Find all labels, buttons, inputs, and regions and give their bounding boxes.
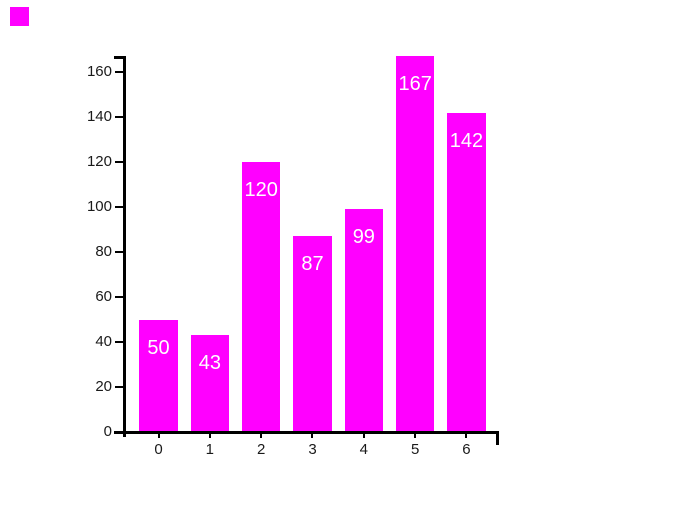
x-tick-label: 0 xyxy=(154,441,163,458)
y-axis-top-cap xyxy=(114,56,126,59)
y-tick xyxy=(115,296,123,298)
y-tick-label: 140 xyxy=(86,108,112,125)
y-tick xyxy=(115,431,123,433)
x-tick-label: 3 xyxy=(308,441,317,458)
y-tick-label: 20 xyxy=(95,378,112,395)
x-tick-label: 1 xyxy=(205,441,214,458)
bar: 120 xyxy=(241,162,281,431)
bar-value-label: 167 xyxy=(398,73,432,96)
y-tick xyxy=(115,341,123,343)
y-tick xyxy=(115,251,123,253)
bar: 99 xyxy=(344,209,384,431)
x-tick xyxy=(260,432,263,438)
x-tick xyxy=(362,432,365,438)
x-tick-label: 6 xyxy=(462,441,471,458)
bar-value-label: 99 xyxy=(352,226,375,249)
y-tick xyxy=(115,71,123,73)
bar: 50 xyxy=(139,319,178,431)
x-tick xyxy=(208,432,211,438)
y-tick xyxy=(115,161,123,163)
y-tick xyxy=(115,386,123,388)
bar-value-label: 87 xyxy=(301,253,324,276)
y-axis-line xyxy=(123,56,126,437)
bar: 87 xyxy=(293,236,332,431)
series-color-swatch xyxy=(10,7,29,26)
y-tick-label: 60 xyxy=(95,288,112,305)
y-tick-label: 100 xyxy=(86,198,112,215)
y-tick-label: 80 xyxy=(95,243,112,260)
bar: 167 xyxy=(395,56,435,431)
x-tick-label: 2 xyxy=(256,441,266,458)
bar-value-label: 142 xyxy=(449,129,484,152)
x-tick-label: 5 xyxy=(410,441,420,458)
bar: 142 xyxy=(447,112,486,431)
x-axis-line xyxy=(114,431,499,434)
x-tick xyxy=(465,432,468,438)
bar-value-label: 50 xyxy=(147,336,170,359)
x-axis-end-cap xyxy=(496,431,499,445)
y-tick-label: 0 xyxy=(103,423,112,440)
y-tick-label: 40 xyxy=(95,333,112,350)
bar: 43 xyxy=(190,335,230,431)
y-tick xyxy=(115,206,123,208)
x-tick-label: 4 xyxy=(359,441,368,458)
x-tick xyxy=(157,432,160,438)
y-tick-label: 160 xyxy=(86,63,112,80)
x-tick xyxy=(311,432,314,438)
bar-value-label: 120 xyxy=(244,179,278,201)
y-tick-label: 120 xyxy=(86,153,112,170)
x-tick xyxy=(414,432,417,438)
y-tick xyxy=(115,116,123,118)
bar-value-label: 43 xyxy=(198,352,221,375)
